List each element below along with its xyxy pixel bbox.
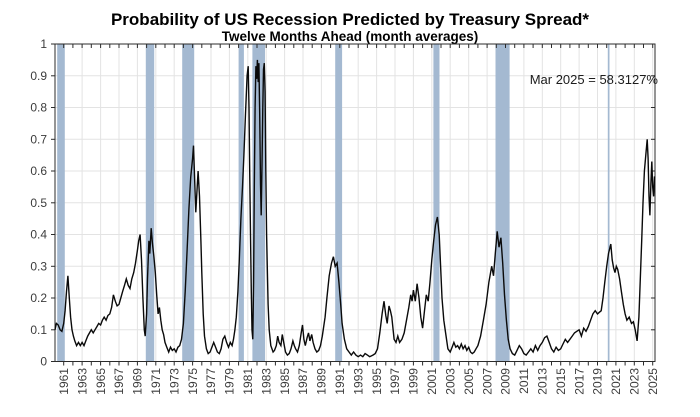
x-tick-label: 1995 <box>370 368 384 395</box>
x-tick-label: 2019 <box>591 368 605 395</box>
x-tick-label: 1969 <box>131 368 145 395</box>
y-tick-label: 0.2 <box>30 291 47 305</box>
chart-subtitle: Twelve Months Ahead (month averages) <box>222 29 479 44</box>
x-tick-label: 2011 <box>517 368 531 394</box>
x-tick-label: 2017 <box>572 368 586 395</box>
x-tick-label: 2023 <box>628 368 642 395</box>
recession-band <box>145 44 155 362</box>
x-tick-label: 1983 <box>259 368 273 395</box>
x-tick-label: 1981 <box>241 368 255 395</box>
x-tick-label: 1997 <box>388 368 402 395</box>
x-tick-label: 2001 <box>425 368 439 395</box>
x-tick-label: 1971 <box>149 368 163 395</box>
x-tick-label: 1961 <box>57 368 71 395</box>
x-tick-label: 1977 <box>204 368 218 395</box>
x-tick-label: 2015 <box>554 368 568 395</box>
x-tick-label: 2005 <box>462 368 476 395</box>
x-tick-label: 2025 <box>646 368 660 395</box>
plot-area: 0 0.1 0.2 0.3 0.4 0.5 0.6 0.7 0.8 0.9 1 1961 1963 196… <box>30 37 660 395</box>
x-tick-label: 1989 <box>315 368 329 395</box>
x-tick-label: 2007 <box>480 368 494 395</box>
y-tick-label: 1 <box>40 37 47 51</box>
x-tick-label: 1967 <box>112 368 126 395</box>
x-tick-label: 1965 <box>94 368 108 395</box>
y-tick-label: 0.5 <box>30 196 47 210</box>
x-tick-label: 1963 <box>75 368 89 395</box>
y-tick-label: 0 <box>40 355 47 369</box>
x-tick-label: 1985 <box>278 368 292 395</box>
y-tick-label: 0.3 <box>30 259 47 273</box>
chart-title: Probability of US Recession Predicted by… <box>111 10 589 29</box>
recession-band <box>335 44 343 362</box>
probability-line <box>54 59 656 358</box>
y-tick-label: 0.6 <box>30 164 47 178</box>
latest-value-annotation: Mar 2025 = 58.3127% <box>530 72 659 87</box>
recession-band <box>607 44 610 362</box>
x-tick-label: 2009 <box>499 368 513 395</box>
x-tick-label: 2013 <box>536 368 550 395</box>
x-tick-label: 2003 <box>443 368 457 395</box>
y-tick-label: 0.9 <box>30 69 47 83</box>
y-tick-label: 0.4 <box>30 228 47 242</box>
x-tick-label: 1999 <box>407 368 421 395</box>
y-tick-label: 0.8 <box>30 101 47 115</box>
y-tick-label: 0.7 <box>30 132 47 146</box>
y-tick-label: 0.1 <box>30 323 47 337</box>
x-tick-label: 1987 <box>296 368 310 395</box>
x-tick-label: 1993 <box>351 368 365 395</box>
x-tick-label: 2021 <box>609 368 623 395</box>
recession-band <box>433 44 440 362</box>
x-tick-label: 1973 <box>167 368 181 395</box>
x-tick-label: 1979 <box>223 368 237 395</box>
x-tick-label: 1975 <box>186 368 200 395</box>
x-tick-label: 1991 <box>333 368 347 395</box>
recession-band <box>495 44 510 362</box>
recession-band <box>57 44 65 362</box>
